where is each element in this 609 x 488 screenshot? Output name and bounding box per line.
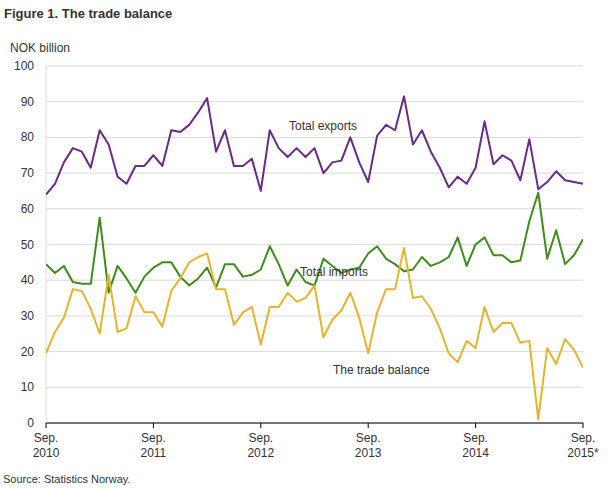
grid-line [46, 208, 583, 209]
grid-line [46, 387, 583, 388]
x-tick-label: Sep.2013 [355, 431, 382, 460]
series-label: The trade balance [333, 363, 430, 377]
x-axis [46, 423, 583, 424]
source: Source: Statistics Norway. [3, 473, 131, 485]
y-tick-label: 80 [21, 130, 35, 144]
x-tick [260, 423, 261, 428]
title: Figure 1. The trade balance [4, 6, 172, 21]
y-range-line [46, 66, 47, 423]
grid-line [46, 101, 583, 102]
series-line [46, 248, 583, 419]
x-tick [46, 423, 47, 428]
y-tick-label: 20 [21, 345, 35, 359]
y-tick-label: 30 [21, 309, 35, 323]
y-tick-label: 50 [21, 238, 35, 252]
grid-line [46, 315, 583, 316]
grid-line [46, 423, 583, 424]
x-tick [475, 423, 476, 428]
grid-line [46, 66, 583, 67]
x-tick-label-line: Sep. [463, 431, 488, 445]
y-tick-label: 100 [14, 59, 34, 73]
chart: Figure 1. The trade balance NOK billion So… [0, 0, 609, 488]
grid-line [46, 244, 583, 245]
y-tick-label: 10 [21, 380, 35, 394]
x-tick-label: Sep.2011 [140, 431, 166, 460]
y-tick-label: 60 [21, 202, 35, 216]
y-label: NOK billion [10, 41, 70, 55]
series-line [46, 193, 583, 293]
grid-line [46, 173, 583, 174]
y-tick-label: 90 [21, 95, 35, 109]
series-label: Total imports [300, 265, 368, 279]
x-tick-label-line: 2013 [355, 446, 382, 460]
x-tick-label-line: 2011 [140, 446, 166, 460]
x-tick-label: Sep.2014 [462, 431, 489, 460]
x-tick-label: Sep.2012 [247, 431, 274, 460]
x-tick-label: Sep.2015* [567, 431, 599, 460]
x-tick-label-line: Sep. [141, 431, 166, 445]
series-label: Total exports [289, 119, 357, 133]
x-tick-label-line: Sep. [248, 431, 273, 445]
x-tick-label-line: Sep. [34, 431, 59, 445]
x-tick-label-line: 2014 [462, 446, 489, 460]
y-tick-label: 70 [21, 166, 35, 180]
x-tick [368, 423, 369, 428]
x-tick-label-line: 2012 [247, 446, 274, 460]
y-tick-label: 40 [21, 273, 35, 287]
series-line [46, 96, 583, 194]
x-tick-label-line: Sep. [356, 431, 381, 445]
plot-area [46, 96, 583, 419]
x-tick [583, 423, 584, 428]
y-tick-label: 0 [27, 416, 34, 430]
grid-line [46, 137, 583, 138]
x-tick-label-line: 2015* [567, 446, 599, 460]
x-tick [153, 423, 154, 428]
x-tick-label-line: Sep. [571, 431, 596, 445]
grid-line [46, 351, 583, 352]
x-tick-label: Sep.2010 [33, 431, 60, 460]
x-tick-label-line: 2010 [33, 446, 60, 460]
